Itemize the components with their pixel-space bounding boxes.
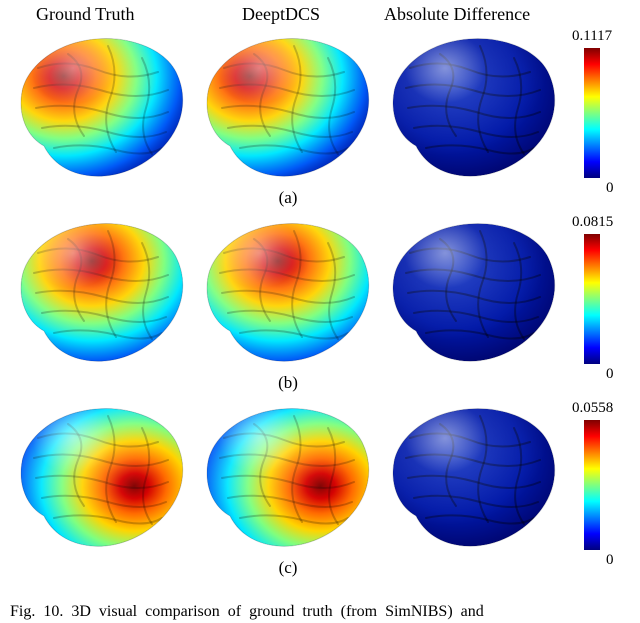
row-label-a: (a)	[8, 188, 568, 208]
brain-c-ground-truth	[8, 398, 194, 558]
brain-a-diff	[380, 28, 566, 188]
figure-caption: Fig. 10. 3D visual comparison of ground …	[10, 603, 630, 621]
brain-b-diff	[380, 213, 566, 373]
col-header-absdiff: Absolute Difference	[384, 4, 530, 25]
col-header-deeptdcs: DeeptDCS	[242, 4, 320, 25]
brain-a-deeptdcs	[194, 28, 380, 188]
colorbar-a-top: 0.1117	[572, 28, 612, 45]
row-b: (b)	[8, 213, 568, 398]
column-headers: Ground Truth DeeptDCS Absolute Differenc…	[0, 4, 640, 28]
brain-b-ground-truth	[8, 213, 194, 373]
row-c: (c)	[8, 398, 568, 583]
brain-b-deeptdcs	[194, 213, 380, 373]
brain-grid: (a) (b) (c)	[8, 28, 568, 583]
colorbar-c-bottom: 0	[606, 552, 614, 569]
brain-c-diff	[380, 398, 566, 558]
col-header-ground-truth: Ground Truth	[36, 4, 135, 25]
row-label-b: (b)	[8, 373, 568, 393]
row-a: (a)	[8, 28, 568, 213]
colorbar-c-top: 0.0558	[572, 400, 613, 417]
figure-grid: Ground Truth DeeptDCS Absolute Differenc…	[0, 0, 640, 593]
colorbar-a-bottom: 0	[606, 180, 614, 197]
colorbar-b-top: 0.0815	[572, 214, 613, 231]
brain-a-ground-truth	[8, 28, 194, 188]
brain-c-deeptdcs	[194, 398, 380, 558]
colorbar-b: 0.0815 0	[576, 216, 634, 381]
colorbar-a: 0.1117 0	[576, 30, 634, 195]
colorbar-c: 0.0558 0	[576, 402, 634, 567]
colorbar-b-bottom: 0	[606, 366, 614, 383]
row-label-c: (c)	[8, 558, 568, 578]
